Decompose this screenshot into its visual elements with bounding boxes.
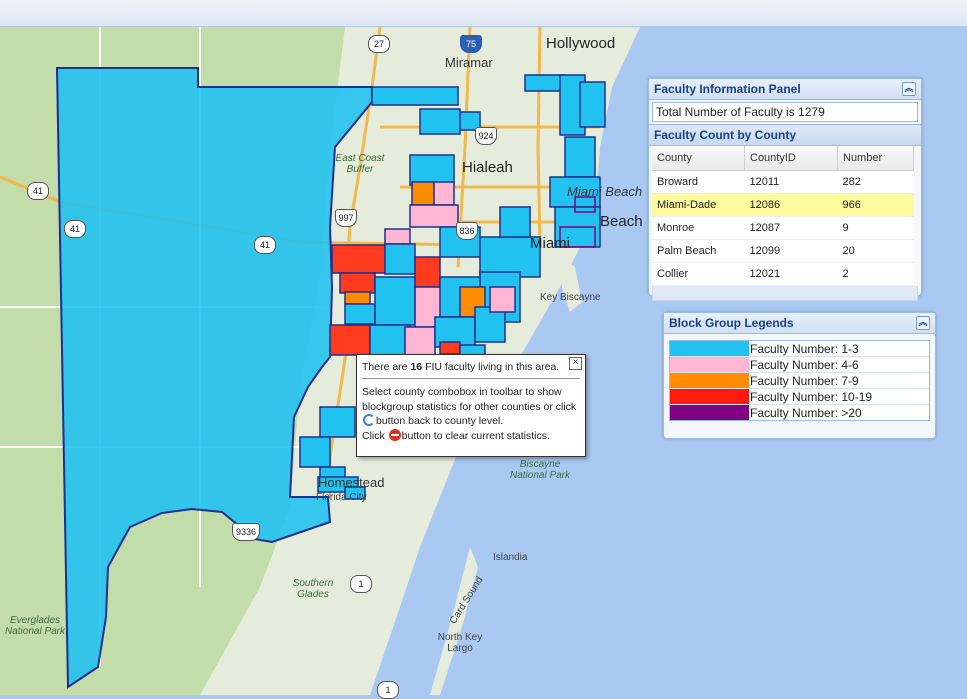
cell-countyid: 12087 bbox=[744, 216, 838, 240]
county-polygon[interactable] bbox=[55, 67, 373, 689]
legend-panel-title: Block Group Legends bbox=[669, 316, 794, 330]
legend-swatch bbox=[670, 373, 749, 388]
highway-27-shield: 27 bbox=[368, 35, 390, 53]
legend-item: Faculty Number: 4-6 bbox=[670, 357, 929, 373]
label-miramar: Miramar bbox=[445, 55, 493, 70]
legend-panel: Block Group Legends ︽ Faculty Number: 1-… bbox=[663, 312, 936, 439]
popup-clear-text: button to clear current statistics. bbox=[401, 429, 550, 442]
highway-1-shield-a: 1 bbox=[350, 575, 372, 593]
faculty-count-by-county-title: Faculty Count by County bbox=[649, 124, 921, 146]
highway-41-shield-a: 41 bbox=[27, 182, 49, 200]
label-everglades-np: Everglades National Park bbox=[4, 615, 66, 637]
popup-click-text: Click bbox=[362, 429, 385, 442]
label-southern-glades: Southern Glades bbox=[292, 578, 334, 600]
label-biscayne-np: Biscayne National Park bbox=[509, 459, 571, 481]
faculty-info-panel-title: Faculty Information Panel bbox=[654, 82, 801, 96]
table-row[interactable]: Collier 12021 2 bbox=[652, 262, 914, 286]
popup-faculty-count: 16 bbox=[410, 361, 423, 373]
legend-swatch bbox=[670, 357, 749, 372]
cell-number: 20 bbox=[837, 239, 914, 263]
key-biscayne-land bbox=[560, 257, 582, 312]
cell-countyid: 12021 bbox=[744, 262, 838, 286]
label-miami: Miami bbox=[530, 235, 570, 252]
column-header-countyid[interactable]: CountyID bbox=[744, 146, 838, 171]
popup-divider bbox=[362, 378, 580, 379]
cell-countyid: 12011 bbox=[744, 170, 838, 194]
cell-county: Miami-Dade bbox=[652, 193, 745, 217]
popup-instructions: Select county combobox in toolbar to sho… bbox=[362, 386, 577, 413]
popup-back-text: button back to county level. bbox=[376, 415, 504, 427]
cell-countyid: 12086 bbox=[744, 193, 838, 217]
label-key-biscayne: Key Biscayne bbox=[540, 292, 601, 303]
legend-item: Faculty Number: 7-9 bbox=[670, 373, 929, 389]
label-east-coast-buffer: East Coast Buffer bbox=[335, 153, 385, 175]
legend-label: Faculty Number: 7-9 bbox=[750, 373, 859, 388]
collapse-icon[interactable]: ︽ bbox=[902, 82, 916, 96]
cell-county: Broward bbox=[652, 170, 745, 194]
interstate-75-shield: 75 bbox=[460, 35, 482, 53]
no-entry-icon[interactable] bbox=[388, 428, 401, 441]
legend-item: Faculty Number: 10-19 bbox=[670, 389, 929, 405]
legend-list: Faculty Number: 1-3 Faculty Number: 4-6 … bbox=[669, 340, 930, 421]
label-florida-city: Florida City bbox=[316, 492, 367, 503]
legend-swatch bbox=[670, 341, 749, 356]
legend-label: Faculty Number: 4-6 bbox=[750, 357, 859, 372]
legend-label: Faculty Number: 10-19 bbox=[750, 389, 873, 404]
legend-swatch bbox=[670, 389, 749, 404]
close-icon[interactable]: × bbox=[569, 357, 582, 370]
cell-county: Collier bbox=[652, 262, 745, 286]
highway-41-shield-b: 41 bbox=[64, 220, 86, 238]
cell-county: Palm Beach bbox=[652, 239, 745, 263]
block-groups[interactable] bbox=[299, 74, 606, 500]
legend-item: Faculty Number: >20 bbox=[670, 405, 929, 420]
table-row[interactable]: Monroe 12087 9 bbox=[652, 216, 914, 240]
table-header-row: County CountyID Number bbox=[652, 146, 914, 171]
cell-county: Monroe bbox=[652, 216, 745, 240]
popup-summary-post: FIU faculty living in this area. bbox=[425, 361, 560, 373]
cell-number: 966 bbox=[837, 193, 914, 217]
legend-label: Faculty Number: >20 bbox=[750, 405, 862, 420]
column-header-number[interactable]: Number bbox=[837, 146, 914, 171]
faculty-info-panel: Faculty Information Panel ︽ Total Number… bbox=[648, 78, 922, 301]
county-table: County CountyID Number Broward 12011 282… bbox=[652, 146, 914, 286]
cell-number: 2 bbox=[837, 262, 914, 286]
legend-label: Faculty Number: 1-3 bbox=[750, 341, 859, 356]
faculty-info-panel-header: Faculty Information Panel ︽ bbox=[649, 79, 921, 100]
table-row[interactable]: Broward 12011 282 bbox=[652, 170, 914, 194]
popup-summary-pre: There are bbox=[362, 361, 408, 373]
legend-swatch bbox=[670, 405, 749, 420]
highway-9336-shield: 9336 bbox=[232, 523, 260, 541]
label-miami-beach: Miami Beach bbox=[567, 184, 643, 199]
table-footer bbox=[652, 286, 918, 301]
label-homestead: Homestead bbox=[318, 475, 385, 490]
column-header-county[interactable]: County bbox=[652, 146, 745, 171]
label-north-key-largo: North Key Largo bbox=[437, 632, 483, 654]
label-hollywood: Hollywood bbox=[546, 35, 616, 52]
info-popup: × There are 16 FIU faculty living in thi… bbox=[356, 354, 586, 457]
refresh-icon[interactable] bbox=[363, 414, 375, 426]
highway-1-shield-b: 1 bbox=[377, 681, 399, 699]
legend-panel-header: Block Group Legends ︽ bbox=[664, 313, 935, 334]
table-row-selected[interactable]: Miami-Dade 12086 966 bbox=[652, 193, 914, 217]
highway-836-shield: 836 bbox=[456, 222, 478, 240]
popup-body: Select county combobox in toolbar to sho… bbox=[362, 385, 581, 443]
key-land bbox=[430, 547, 478, 695]
highway-41-shield-c: 41 bbox=[254, 236, 276, 254]
cell-countyid: 12099 bbox=[744, 239, 838, 263]
legend-item: Faculty Number: 1-3 bbox=[670, 341, 929, 357]
label-beach: Beach bbox=[600, 213, 643, 230]
toolbar bbox=[0, 0, 967, 27]
cell-number: 9 bbox=[837, 216, 914, 240]
high-groups bbox=[559, 196, 596, 248]
label-hialeah: Hialeah bbox=[462, 159, 513, 176]
cell-number: 282 bbox=[837, 170, 914, 194]
highway-924-shield: 924 bbox=[475, 127, 497, 145]
label-islandia: Islandia bbox=[493, 552, 528, 563]
collapse-icon[interactable]: ︽ bbox=[916, 316, 930, 330]
popup-summary: There are 16 FIU faculty living in this … bbox=[362, 361, 559, 373]
total-faculty-text: Total Number of Faculty is 1279 bbox=[652, 102, 918, 122]
highway-997-shield: 997 bbox=[335, 209, 357, 227]
table-row[interactable]: Palm Beach 12099 20 bbox=[652, 239, 914, 263]
